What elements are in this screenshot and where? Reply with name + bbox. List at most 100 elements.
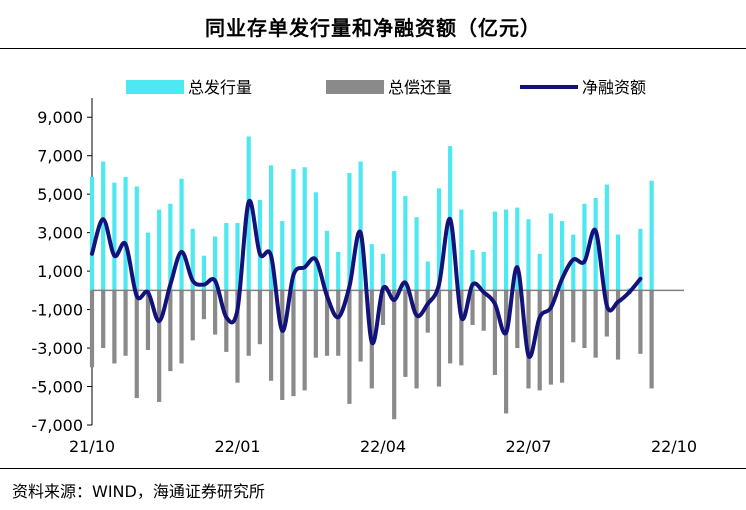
- repayment-bar: [201, 290, 207, 320]
- issuance-bar: [291, 169, 296, 291]
- issuance-bar: [436, 188, 442, 291]
- issuance-bar: [470, 249, 475, 291]
- issuance-bar: [459, 209, 464, 291]
- issuance-bar: [358, 161, 363, 291]
- issuance-bar: [414, 217, 419, 291]
- issuance-bar: [336, 251, 341, 291]
- issuance-bar: [89, 176, 95, 291]
- issuance-bar: [145, 232, 151, 291]
- issuance-bar: [235, 223, 240, 291]
- repayment-bar: [157, 290, 162, 402]
- legend-repayment-label: 总偿还量: [388, 78, 452, 97]
- repayment-bar: [649, 290, 654, 389]
- issuance-bar: [280, 221, 285, 291]
- repayment-bar: [582, 290, 587, 349]
- issuance-bar: [392, 171, 397, 291]
- chart-figure: 9,000 7,000 5,000 3,000 1,000 -1,000 -3,000 -5,…: [31, 78, 697, 456]
- issuance-bar: [112, 182, 117, 291]
- source-rule: [0, 468, 746, 469]
- issuance-bar: [403, 196, 408, 291]
- issuance-bar: [313, 192, 318, 291]
- issuance-bar: [515, 207, 520, 291]
- issuance-bar: [548, 213, 553, 291]
- legend-net-label: 净融资额: [582, 78, 646, 97]
- issuance-bar: [615, 234, 621, 291]
- repayment-bar: [123, 290, 128, 356]
- issuance-bar: [537, 253, 542, 291]
- repayment-bar: [604, 290, 609, 337]
- repayment-bar: [392, 290, 397, 420]
- repayment-bar: [246, 290, 251, 356]
- title-rule: [0, 48, 746, 49]
- repayment-bar: [213, 290, 218, 335]
- repayment-bar: [515, 290, 520, 349]
- y-tick-label: -1,000: [31, 301, 83, 320]
- issuance-bar: [134, 186, 139, 291]
- issuance-bar: [324, 230, 330, 291]
- repayment-bar: [268, 290, 274, 381]
- net-financing-line: [90, 198, 643, 359]
- issuance-bar: [157, 209, 162, 291]
- repayment-bar: [436, 290, 442, 387]
- y-tick-label: 3,000: [37, 224, 83, 243]
- issuance-bar: [593, 198, 598, 291]
- issuance-bar: [302, 167, 307, 291]
- repayment-bar: [537, 290, 542, 391]
- repayment-bar: [504, 290, 509, 414]
- y-tick-label: -3,000: [31, 339, 83, 358]
- y-tick-label: 7,000: [37, 147, 83, 166]
- x-tick-label: 22/10: [651, 437, 697, 456]
- repayment-bar: [168, 290, 173, 372]
- legend-repayment-swatch: [326, 80, 384, 94]
- y-tick-label: 5,000: [37, 185, 83, 204]
- x-tick-label: 22/04: [360, 437, 406, 456]
- repayment-bar: [615, 290, 621, 360]
- repayment-bar: [481, 290, 486, 331]
- repayment-bar: [380, 290, 386, 325]
- repayment-bar: [257, 290, 262, 345]
- repayment-bar: [324, 290, 330, 356]
- issuance-bar: [369, 244, 374, 291]
- source-note: 资料来源：WIND，海通证券研究所: [12, 482, 265, 501]
- issuance-bar: [582, 203, 587, 291]
- repayment-bar: [358, 290, 363, 362]
- issuance-bar: [526, 219, 531, 291]
- repayment-bar: [492, 290, 498, 375]
- y-tick-label: -5,000: [31, 378, 83, 397]
- issuance-bar: [492, 211, 498, 291]
- repayment-bar: [638, 290, 643, 354]
- issuance-bar: [559, 221, 565, 291]
- repayment-bar: [235, 290, 240, 383]
- repayment-bar: [548, 290, 553, 385]
- legend-issuance-label: 总发行量: [188, 78, 252, 97]
- repayment-bar: [302, 290, 307, 391]
- issuance-bar: [649, 180, 654, 291]
- y-tick-label: 9,000: [37, 108, 83, 127]
- repayment-bar: [224, 290, 229, 352]
- repayment-bar: [291, 290, 296, 397]
- issuance-bar: [190, 228, 195, 291]
- repayment-bar: [559, 290, 565, 383]
- title-bar: 同业存单发行量和净融资额（亿元）: [0, 0, 746, 50]
- x-tick-label: 21/10: [69, 437, 115, 456]
- issuance-bar: [481, 251, 486, 291]
- repayment-bar: [425, 290, 430, 333]
- repayment-bar: [347, 290, 352, 404]
- issuance-bar: [168, 203, 173, 291]
- repayment-bar: [190, 290, 195, 341]
- issuance-bar: [425, 261, 430, 291]
- repayment-bar: [101, 290, 106, 349]
- issuance-bar: [380, 253, 386, 291]
- chart-title: 同业存单发行量和净融资额（亿元）: [205, 16, 541, 40]
- repayment-bar: [470, 290, 475, 325]
- repayment-bar: [526, 290, 531, 389]
- repayment-bar: [134, 290, 139, 399]
- repayment-bar: [593, 290, 598, 358]
- repayment-bar: [336, 290, 341, 356]
- issuance-bar: [179, 178, 184, 291]
- y-tick-label: -7,000: [31, 416, 83, 435]
- repayment-bar: [112, 290, 117, 364]
- repayment-bar: [448, 290, 453, 364]
- issuance-bar: [101, 161, 106, 291]
- x-tick-label: 22/07: [505, 437, 551, 456]
